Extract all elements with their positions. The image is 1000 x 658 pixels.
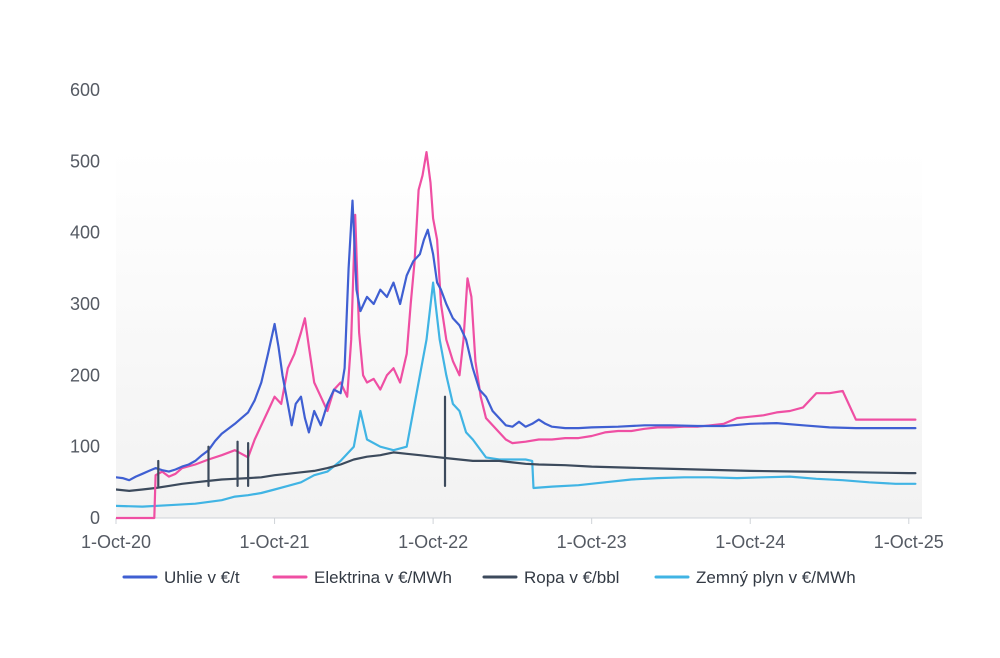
x-tick-label: 1-Oct-23 <box>557 532 627 552</box>
x-axis: 1-Oct-20 1-Oct-21 1-Oct-22 1-Oct-23 1-Oct-24… <box>81 517 944 552</box>
legend-label: Elektrina v €/MWh <box>314 568 452 587</box>
x-tick-label: 1-Oct-25 <box>874 532 944 552</box>
y-tick-label: 600 <box>70 80 100 100</box>
plot-area <box>116 150 922 518</box>
y-tick-label: 200 <box>70 365 100 385</box>
y-tick-label: 400 <box>70 223 100 243</box>
series-line-ropa <box>116 451 917 492</box>
y-tick-label: 500 <box>70 151 100 171</box>
legend-item[interactable]: Ropa v €/bbl <box>482 568 619 587</box>
series-line-uhlie <box>116 199 917 482</box>
y-tick-label: 300 <box>70 294 100 314</box>
series-line-zemný <box>116 281 917 508</box>
x-tick-label: 1-Oct-22 <box>398 532 468 552</box>
legend-item[interactable]: Zemný plyn v €/MWh <box>654 568 856 587</box>
legend-label: Zemný plyn v €/MWh <box>696 568 856 587</box>
legend-label: Uhlie v €/t <box>164 568 240 587</box>
x-tick-label: 1-Oct-21 <box>240 532 310 552</box>
legend-item[interactable]: Uhlie v €/t <box>122 568 240 587</box>
y-axis: 0 100 200 300 400 500 600 <box>70 80 100 528</box>
x-tick-label: 1-Oct-24 <box>715 532 785 552</box>
series-layer <box>116 151 917 520</box>
series-line-elektrina <box>116 151 917 520</box>
y-tick-label: 100 <box>70 437 100 457</box>
legend: Uhlie v €/t Elektrina v €/MWh Ropa v €/bbl… <box>122 568 856 587</box>
legend-label: Ropa v €/bbl <box>524 568 619 587</box>
x-tick-label: 1-Oct-20 <box>81 532 151 552</box>
legend-item[interactable]: Elektrina v €/MWh <box>272 568 452 587</box>
y-tick-label: 0 <box>90 508 100 528</box>
